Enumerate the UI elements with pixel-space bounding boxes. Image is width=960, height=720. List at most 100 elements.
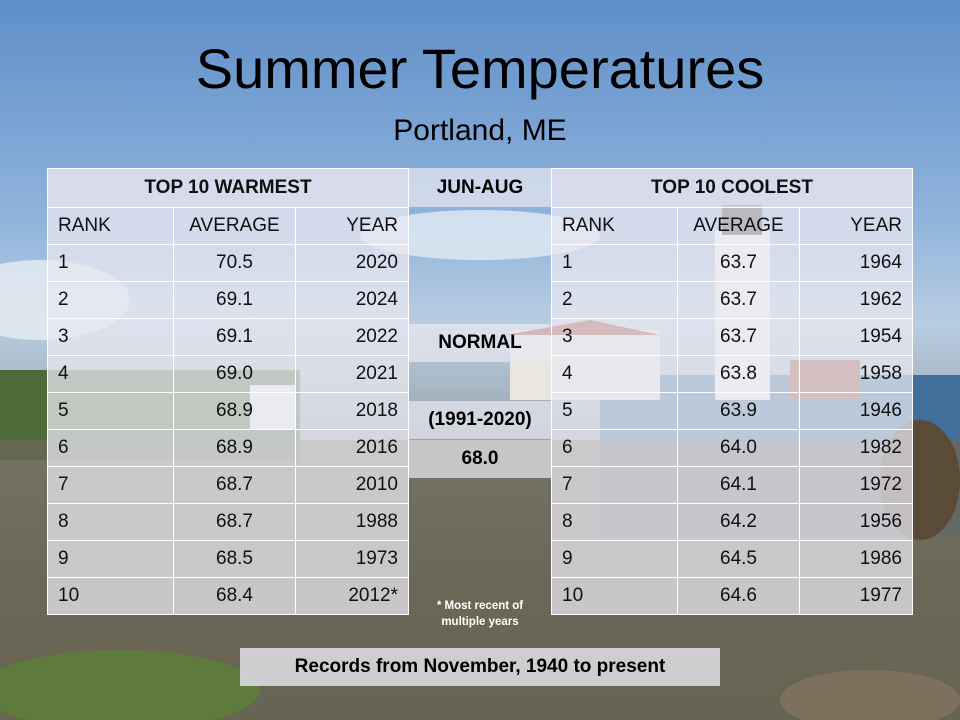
rank-cell: 8 xyxy=(551,503,678,541)
page-title: Summer Temperatures xyxy=(195,37,765,100)
average-cell: 63.8 xyxy=(677,355,800,393)
rank-cell: 2 xyxy=(551,281,678,319)
column-header-year: YEAR xyxy=(295,207,409,245)
average-cell: 69.1 xyxy=(173,281,296,319)
period-label: JUN-AUG xyxy=(409,168,551,207)
year-cell: 1954 xyxy=(799,318,913,356)
rank-cell: 6 xyxy=(551,429,678,467)
column-header-year: YEAR xyxy=(799,207,913,245)
average-cell: 69.1 xyxy=(173,318,296,356)
normal-range-label: (1991-2020) xyxy=(409,401,551,439)
rank-cell: 5 xyxy=(551,392,678,430)
column-header-average: AVERAGE xyxy=(677,207,800,245)
average-cell: 68.7 xyxy=(173,466,296,504)
rank-cell: 4 xyxy=(551,355,678,393)
table-row: 7 64.1 1972 xyxy=(551,466,913,504)
average-cell: 63.7 xyxy=(677,281,800,319)
average-cell: 69.0 xyxy=(173,355,296,393)
average-cell: 64.5 xyxy=(677,540,800,578)
table-row: 3 63.7 1954 xyxy=(551,318,913,356)
rank-cell: 9 xyxy=(551,540,678,578)
page-subtitle: Portland, ME xyxy=(393,114,567,147)
year-cell: 1982 xyxy=(799,429,913,467)
year-cell: 1946 xyxy=(799,392,913,430)
table-row: 4 63.8 1958 xyxy=(551,355,913,393)
table-row: 10 68.4 2012* xyxy=(47,577,409,615)
footnote: * Most recent of multiple years xyxy=(409,598,551,630)
rank-cell: 10 xyxy=(47,577,174,615)
table-row: 10 64.6 1977 xyxy=(551,577,913,615)
rank-cell: 9 xyxy=(47,540,174,578)
rank-cell: 10 xyxy=(551,577,678,615)
table-row: 5 68.9 2018 xyxy=(47,392,409,430)
column-header-rank: RANK xyxy=(47,207,174,245)
coolest-table: TOP 10 COOLEST RANK AVERAGE YEAR 1 63.7 19… xyxy=(551,168,913,615)
table-row: 6 68.9 2016 xyxy=(47,429,409,467)
warmest-table: TOP 10 WARMEST RANK AVERAGE YEAR 1 70.5 20… xyxy=(47,168,409,615)
year-cell: 2010 xyxy=(295,466,409,504)
table-row: 2 69.1 2024 xyxy=(47,281,409,319)
rank-cell: 6 xyxy=(47,429,174,467)
column-header-average: AVERAGE xyxy=(173,207,296,245)
average-cell: 68.4 xyxy=(173,577,296,615)
rank-cell: 7 xyxy=(47,466,174,504)
average-cell: 64.1 xyxy=(677,466,800,504)
normal-value: 68.0 xyxy=(409,440,551,478)
rank-cell: 5 xyxy=(47,392,174,430)
table-row: 4 69.0 2021 xyxy=(47,355,409,393)
warmest-header: TOP 10 WARMEST xyxy=(47,168,409,208)
average-cell: 63.9 xyxy=(677,392,800,430)
table-row: 1 70.5 2020 xyxy=(47,244,409,282)
year-cell: 2022 xyxy=(295,318,409,356)
coolest-header: TOP 10 COOLEST xyxy=(551,168,913,208)
year-cell: 1962 xyxy=(799,281,913,319)
records-footer: Records from November, 1940 to present xyxy=(240,648,720,686)
footnote-line-1: * Most recent of xyxy=(436,600,524,612)
year-cell: 1972 xyxy=(799,466,913,504)
rank-cell: 4 xyxy=(47,355,174,393)
table-row: 5 63.9 1946 xyxy=(551,392,913,430)
rank-cell: 8 xyxy=(47,503,174,541)
rank-cell: 3 xyxy=(47,318,174,356)
year-cell: 2024 xyxy=(295,281,409,319)
year-cell: 2012* xyxy=(295,577,409,615)
table-row: 9 68.5 1973 xyxy=(47,540,409,578)
year-cell: 2018 xyxy=(295,392,409,430)
rank-cell: 1 xyxy=(551,244,678,282)
average-cell: 63.7 xyxy=(677,244,800,282)
year-cell: 1964 xyxy=(799,244,913,282)
average-cell: 64.2 xyxy=(677,503,800,541)
rank-cell: 1 xyxy=(47,244,174,282)
average-cell: 68.5 xyxy=(173,540,296,578)
year-cell: 1973 xyxy=(295,540,409,578)
table-row: 7 68.7 2010 xyxy=(47,466,409,504)
rank-cell: 2 xyxy=(47,281,174,319)
footnote-line-2: multiple years xyxy=(441,616,519,628)
table-row: 8 68.7 1988 xyxy=(47,503,409,541)
table-row: 3 69.1 2022 xyxy=(47,318,409,356)
rank-cell: 7 xyxy=(551,466,678,504)
table-row: 1 63.7 1964 xyxy=(551,244,913,282)
year-cell: 1986 xyxy=(799,540,913,578)
table-row: 8 64.2 1956 xyxy=(551,503,913,541)
year-cell: 1958 xyxy=(799,355,913,393)
column-header-rank: RANK xyxy=(551,207,678,245)
average-cell: 64.6 xyxy=(677,577,800,615)
year-cell: 1956 xyxy=(799,503,913,541)
table-row: 9 64.5 1986 xyxy=(551,540,913,578)
year-cell: 1988 xyxy=(295,503,409,541)
average-cell: 70.5 xyxy=(173,244,296,282)
year-cell: 2016 xyxy=(295,429,409,467)
average-cell: 68.9 xyxy=(173,429,296,467)
table-row: 6 64.0 1982 xyxy=(551,429,913,467)
normal-label: NORMAL xyxy=(409,324,551,362)
average-cell: 64.0 xyxy=(677,429,800,467)
year-cell: 2021 xyxy=(295,355,409,393)
year-cell: 2020 xyxy=(295,244,409,282)
table-row: 2 63.7 1962 xyxy=(551,281,913,319)
average-cell: 68.7 xyxy=(173,503,296,541)
average-cell: 63.7 xyxy=(677,318,800,356)
year-cell: 1977 xyxy=(799,577,913,615)
average-cell: 68.9 xyxy=(173,392,296,430)
